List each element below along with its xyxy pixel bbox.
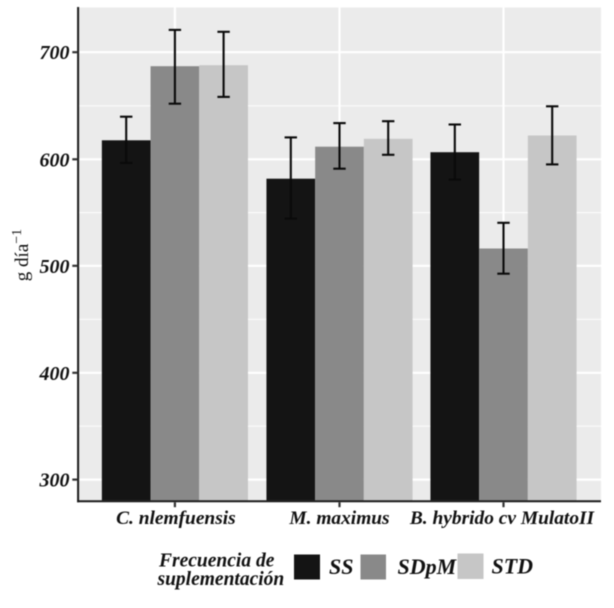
svg-text:Frecuencia de: Frecuencia de xyxy=(158,551,275,572)
svg-text:SS: SS xyxy=(329,554,353,579)
svg-text:600: 600 xyxy=(40,149,70,171)
svg-text:STD: STD xyxy=(492,554,534,579)
svg-text:C. nlemfuensis: C. nlemfuensis xyxy=(116,508,236,529)
svg-text:400: 400 xyxy=(39,363,70,385)
svg-text:300: 300 xyxy=(39,470,70,492)
svg-text:M. maximus: M. maximus xyxy=(288,508,389,529)
svg-text:SDpM: SDpM xyxy=(398,554,458,579)
svg-text:500: 500 xyxy=(40,256,70,278)
svg-text:B. hybrido cv MulatoII: B. hybrido cv MulatoII xyxy=(409,508,596,529)
svg-text:700: 700 xyxy=(40,42,70,64)
svg-text:suplementación: suplementación xyxy=(157,569,285,590)
